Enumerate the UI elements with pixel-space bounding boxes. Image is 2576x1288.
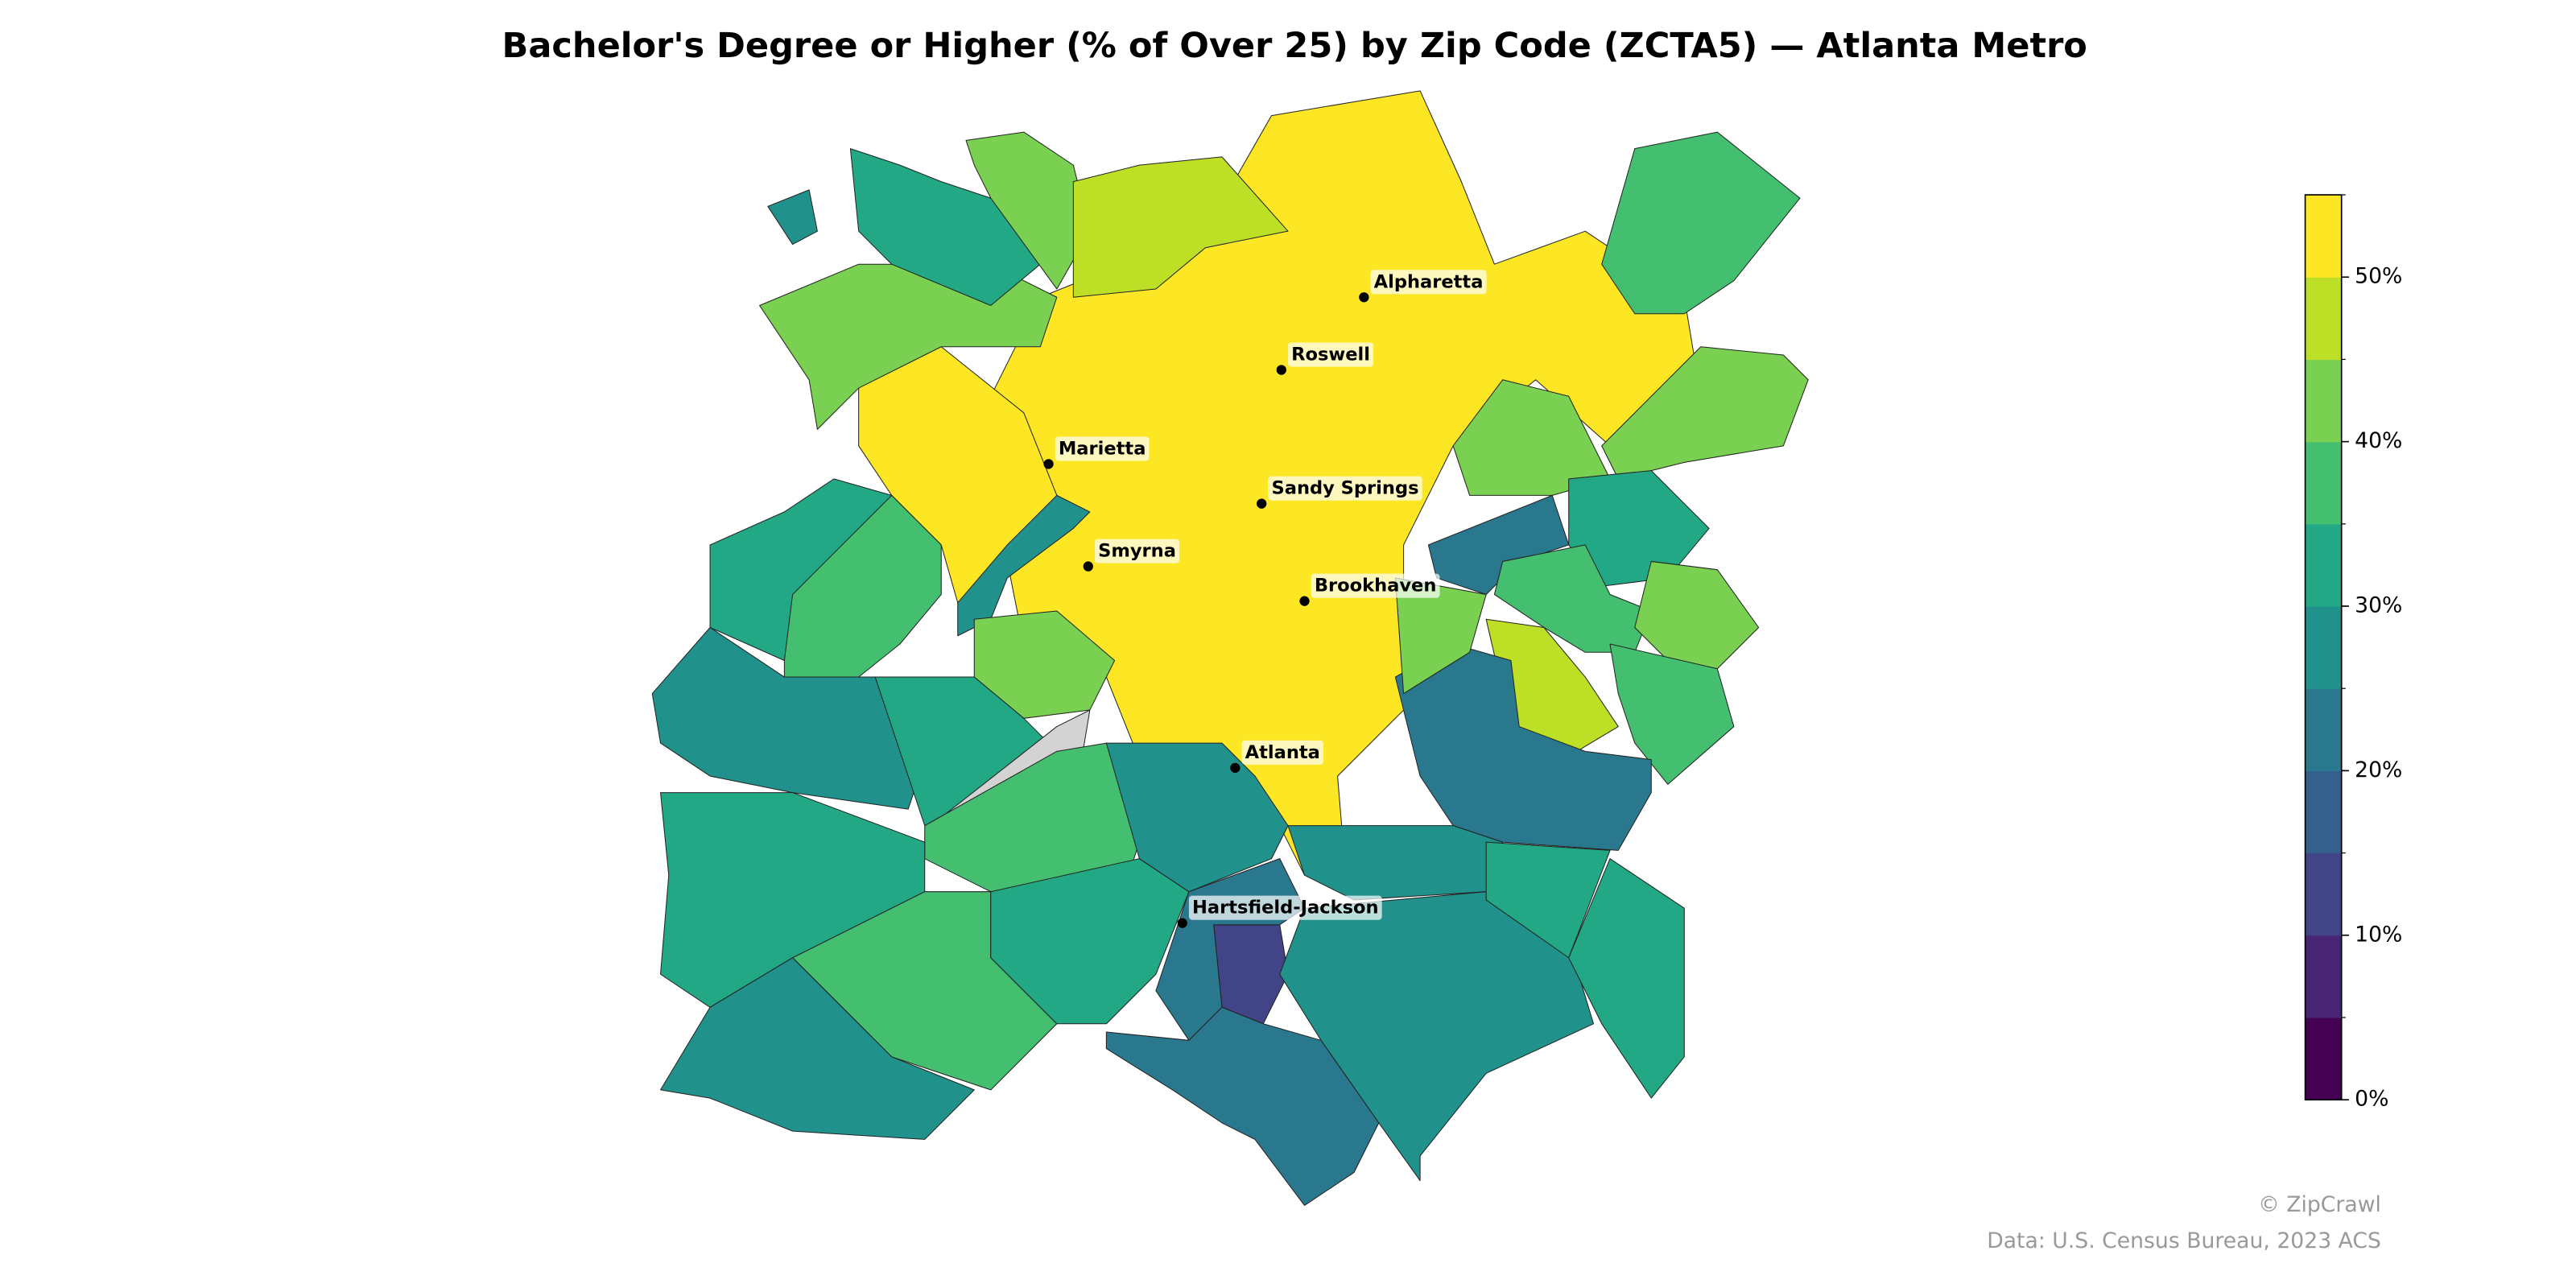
zip-region bbox=[957, 494, 1091, 637]
city-label: Sandy Springs bbox=[1271, 478, 1418, 499]
colorbar-tick-label: 20% bbox=[2355, 758, 2402, 782]
city-dot bbox=[1257, 498, 1267, 509]
city-label-bg bbox=[1095, 539, 1180, 564]
map-title: Bachelor's Degree or Higher (% of Over 2… bbox=[502, 26, 2087, 66]
city-label: Alpharetta bbox=[1374, 271, 1484, 292]
city-label: Marietta bbox=[1059, 438, 1146, 459]
colorbar-tick-label: 50% bbox=[2355, 264, 2402, 289]
zip-region bbox=[659, 957, 975, 1140]
colorbar-swatch bbox=[2305, 1017, 2342, 1100]
city-label: Smyrna bbox=[1098, 541, 1176, 562]
zip-region bbox=[1287, 825, 1504, 901]
colorbar-swatch bbox=[2305, 688, 2342, 772]
zip-region bbox=[1601, 131, 1801, 315]
credit: © ZipCrawl bbox=[2258, 1192, 2381, 1217]
colorbar-swatch bbox=[2305, 770, 2342, 854]
zip-region bbox=[1105, 742, 1289, 893]
city-label-bg bbox=[1311, 573, 1440, 598]
colorbar-swatch bbox=[2305, 935, 2342, 1018]
city-dot bbox=[1177, 918, 1187, 928]
colorbar-swatch bbox=[2305, 523, 2342, 607]
city-label-bg bbox=[1268, 476, 1422, 501]
colorbar-swatch bbox=[2305, 277, 2342, 361]
zip-region bbox=[1609, 643, 1735, 785]
colorbar-frame bbox=[2304, 194, 2343, 1100]
colorbar-tick-label: 0% bbox=[2355, 1087, 2388, 1112]
city-label: Roswell bbox=[1291, 345, 1370, 365]
source-note: Data: U.S. Census Bureau, 2023 ACS bbox=[1987, 1228, 2381, 1253]
colorbar-swatch bbox=[2305, 359, 2342, 443]
colorbar-tick-label: 40% bbox=[2355, 428, 2402, 453]
zip-region bbox=[1568, 858, 1685, 1099]
zip-region bbox=[767, 189, 818, 246]
zip-region bbox=[1634, 560, 1760, 670]
colorbar-tick-label: 30% bbox=[2355, 593, 2402, 618]
colorbar-swatch bbox=[2305, 606, 2342, 689]
city-dot bbox=[1230, 762, 1241, 773]
city-label-bg bbox=[1188, 895, 1382, 920]
zip-region bbox=[1072, 156, 1289, 298]
colorbar-swatch bbox=[2305, 441, 2342, 525]
zip-regions bbox=[651, 90, 1809, 1206]
colorbar-swatch bbox=[2305, 195, 2342, 278]
city-label: Brookhaven bbox=[1315, 576, 1437, 597]
city-label-bg bbox=[1055, 436, 1150, 461]
city-dot bbox=[1043, 459, 1054, 469]
city-label-bg bbox=[1370, 270, 1487, 295]
city-label-bg bbox=[1241, 740, 1323, 765]
city-dot bbox=[1299, 596, 1310, 606]
city-label: Hartsfield-Jackson bbox=[1192, 898, 1379, 919]
colorbar-tick-label: 10% bbox=[2355, 922, 2402, 947]
colorbar-swatch bbox=[2305, 852, 2342, 936]
city-dot bbox=[1359, 292, 1369, 303]
city-dot bbox=[1276, 365, 1286, 375]
zip-region bbox=[1394, 577, 1487, 695]
city-label: Atlanta bbox=[1245, 742, 1320, 763]
city-label-bg bbox=[1288, 342, 1374, 367]
city-dot bbox=[1083, 561, 1093, 572]
zip-region bbox=[1105, 1006, 1380, 1206]
zip-region bbox=[1394, 643, 1652, 851]
zip-region bbox=[709, 478, 893, 662]
zip-region bbox=[1601, 346, 1809, 480]
